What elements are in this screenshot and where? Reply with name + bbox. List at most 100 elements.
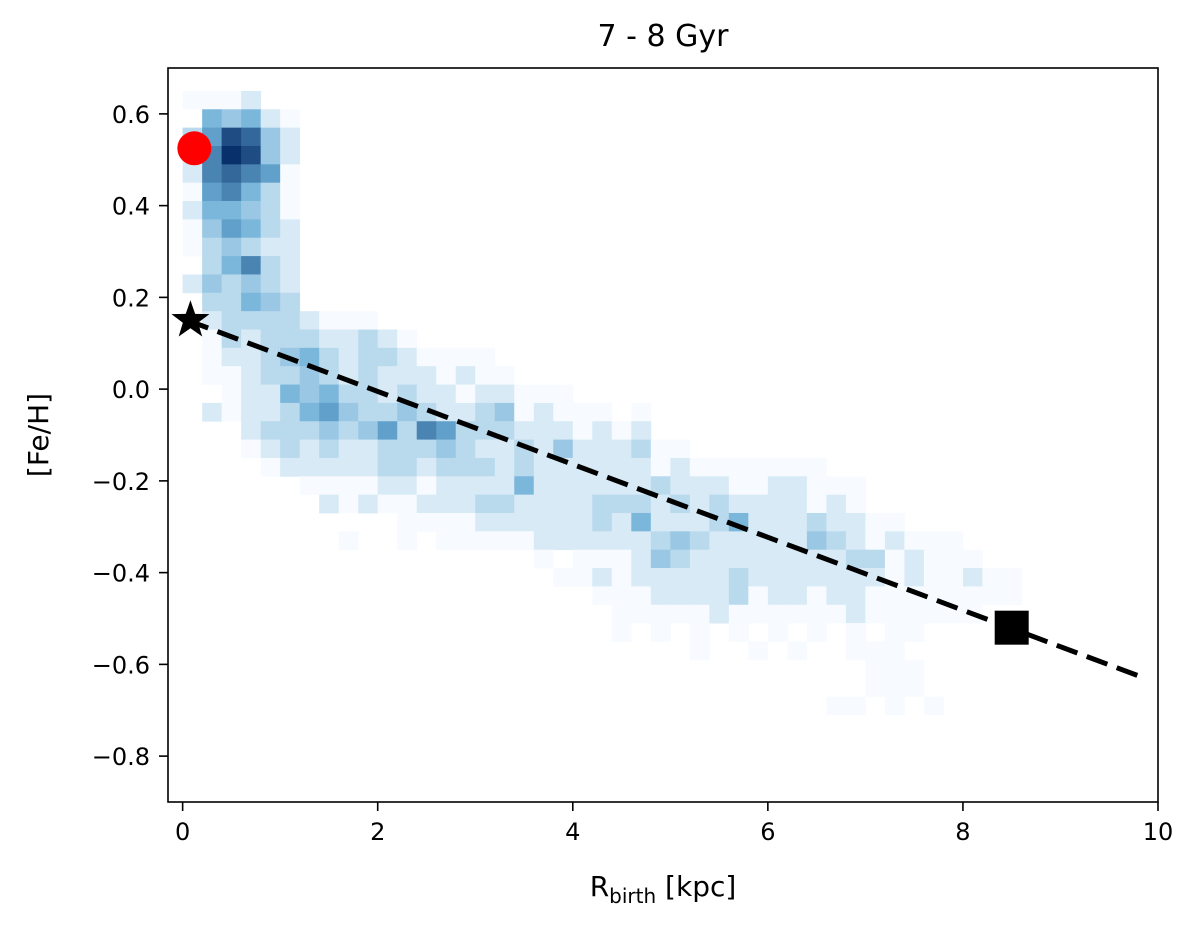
heatmap-cell	[923, 549, 944, 569]
heatmap-cell	[280, 127, 301, 147]
heatmap-cell	[338, 311, 359, 330]
heatmap-cell	[826, 604, 847, 624]
heatmap-cell	[767, 457, 788, 477]
heatmap-cell	[533, 476, 554, 496]
heatmap-cell	[436, 512, 457, 532]
heatmap-cell	[280, 256, 301, 275]
heatmap-cell	[572, 512, 593, 532]
heatmap-cell	[826, 696, 847, 716]
heatmap-cell	[358, 311, 379, 330]
heatmap-cell	[592, 549, 613, 569]
heatmap-cell	[689, 586, 710, 606]
heatmap-cell	[260, 219, 281, 239]
heatmap-cell	[787, 604, 808, 624]
heatmap-cell	[280, 384, 301, 404]
heatmap-cell	[221, 292, 242, 312]
heatmap-cell	[494, 457, 515, 477]
heatmap-cell	[611, 586, 632, 606]
heatmap-cell	[319, 439, 340, 459]
heatmap-cell	[455, 457, 476, 477]
x-tick-label: 6	[760, 818, 775, 846]
heatmap-cell	[670, 439, 691, 459]
heatmap-cell	[650, 549, 671, 569]
heatmap-cell	[728, 494, 749, 514]
heatmap-cell	[319, 457, 340, 477]
heatmap-cell	[884, 512, 905, 532]
heatmap-cell	[748, 586, 769, 606]
heatmap-cell	[943, 549, 964, 569]
heatmap-cell	[572, 402, 593, 422]
heatmap-cell	[689, 457, 710, 477]
heatmap-cell	[884, 641, 905, 661]
heatmap-cell	[241, 274, 262, 294]
heatmap-cell	[338, 476, 359, 496]
heatmap-cell	[202, 402, 223, 422]
heatmap-cell	[319, 347, 340, 367]
heatmap-cell	[221, 127, 242, 147]
heatmap-cell	[260, 145, 281, 165]
heatmap-cell	[806, 494, 827, 514]
heatmap-cell	[202, 237, 223, 257]
heatmap-cell	[221, 366, 242, 385]
heatmap-cell	[397, 476, 418, 496]
heatmap-cell	[260, 237, 281, 257]
x-tick-label: 10	[1143, 818, 1174, 846]
y-tick-label: 0.4	[112, 193, 150, 221]
heatmap-cell	[260, 164, 281, 184]
heatmap-cell	[260, 329, 281, 349]
heatmap-cell	[397, 439, 418, 459]
heatmap-cell	[826, 494, 847, 514]
heatmap-cell	[241, 182, 262, 202]
heatmap-cell	[338, 439, 359, 459]
fit-line-group	[186, 317, 1140, 679]
heatmap-cell	[631, 604, 652, 624]
heatmap-cell	[221, 219, 242, 239]
heatmap-cell	[611, 568, 632, 587]
heatmap-cell	[923, 604, 944, 624]
heatmap-cell	[514, 384, 535, 404]
heatmap-cell	[592, 439, 613, 459]
heatmap-cell	[397, 402, 418, 422]
heatmap-cell	[865, 586, 886, 606]
heatmap-cell	[202, 201, 223, 220]
heatmap-cell	[865, 512, 886, 532]
heatmap-cell	[221, 182, 242, 202]
heatmap-cell	[1001, 586, 1022, 606]
heatmap-cell	[728, 476, 749, 496]
heatmap-cell	[455, 476, 476, 496]
heatmap-cell	[280, 274, 301, 294]
heatmap-cell	[416, 384, 437, 404]
plot-frame	[167, 67, 1159, 803]
x-tick-label: 0	[175, 818, 190, 846]
heatmap-cell	[709, 476, 730, 496]
heatmap-cell	[338, 329, 359, 349]
heatmap-cell	[455, 384, 476, 404]
heatmap-cell	[787, 641, 808, 661]
heatmap-cell	[397, 329, 418, 349]
heatmap-cell	[709, 568, 730, 587]
heatmap-cell	[670, 512, 691, 532]
heatmap-cell	[650, 494, 671, 514]
heatmap-cell	[748, 476, 769, 496]
chart-title: 7 - 8 Gyr	[598, 19, 730, 54]
heatmap-cell	[787, 568, 808, 587]
heatmap-cell	[280, 201, 301, 220]
heatmap-cell	[416, 457, 437, 477]
heatmap-cell	[748, 549, 769, 569]
heatmap-cell	[377, 347, 398, 367]
heatmap-cell	[377, 421, 398, 440]
heatmap-cell	[260, 347, 281, 367]
heatmap-cell	[514, 494, 535, 514]
heatmap-cell	[280, 237, 301, 257]
heatmap-cell	[1001, 568, 1022, 587]
heatmap-cell	[416, 421, 437, 440]
heatmap-cell	[202, 347, 223, 367]
heatmap-cell	[494, 402, 515, 422]
heatmap-cell	[904, 659, 925, 679]
heatmap-cell	[358, 439, 379, 459]
heatmap-cell	[826, 586, 847, 606]
heatmap-cell	[689, 623, 710, 642]
y-axis-label: [Fe/H]	[22, 393, 55, 477]
heatmap-cell	[280, 457, 301, 477]
heatmap-cell	[280, 109, 301, 129]
